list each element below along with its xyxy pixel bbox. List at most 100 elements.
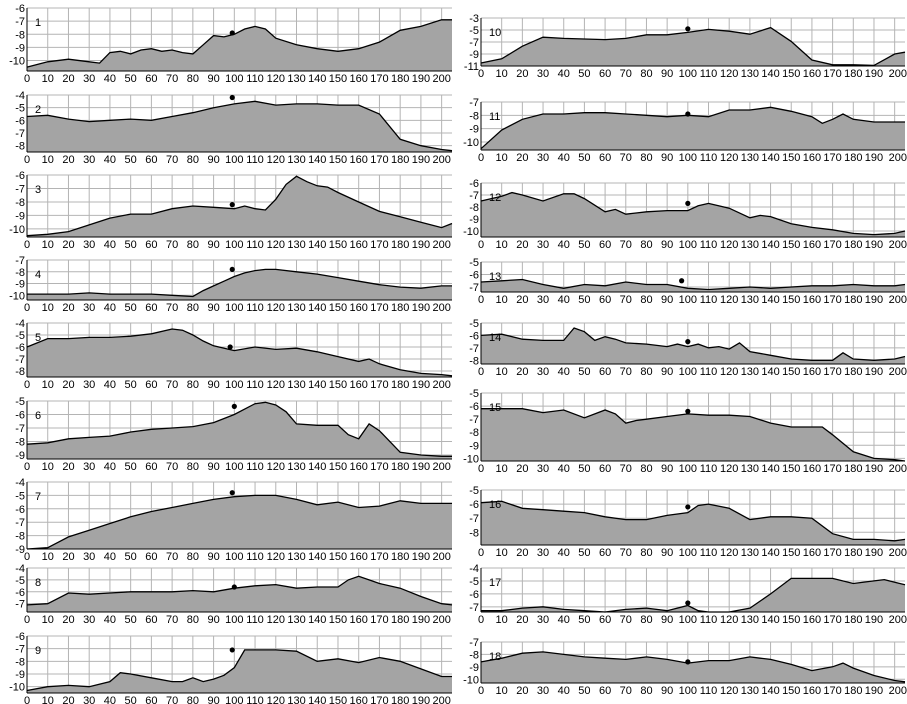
x-tick-label: 180 (844, 294, 862, 306)
marker-point (231, 584, 237, 590)
x-tick-label: 50 (578, 152, 590, 164)
x-tick-label: 150 (329, 154, 347, 166)
x-tick-label: 40 (104, 461, 116, 473)
x-tick-label: 100 (225, 239, 243, 251)
x-tick-label: 100 (679, 68, 697, 80)
x-tick-label: 100 (679, 547, 697, 559)
y-tick-label: -3 (469, 13, 479, 25)
profile-chart-6: 6-5-6-7-8-90 10 20 30 40 50 60 70 80 90 100 110 120 1… (15, 396, 452, 473)
profile-line (26, 100, 453, 152)
x-tick-label: 150 (782, 239, 800, 251)
marker-point (685, 200, 691, 206)
x-tick-label: 170 (823, 547, 841, 559)
y-tick-label: -7 (15, 255, 25, 267)
profile-area (481, 578, 905, 612)
x-tick-label: 190 (412, 302, 430, 314)
x-tick-label: 90 (661, 68, 673, 80)
panel-label: 8 (35, 577, 41, 589)
y-tick-label: -6 (469, 499, 479, 511)
panel-label: 15 (489, 402, 501, 414)
marker-point (229, 30, 235, 36)
x-tick-label: 20 (62, 239, 74, 251)
x-tick-label: 130 (741, 366, 759, 378)
x-tick-label: 90 (661, 239, 673, 251)
x-tick-label: 160 (350, 73, 368, 85)
y-tick-label: -7 (469, 190, 479, 202)
y-tick-label: -9 (469, 214, 479, 226)
x-tick-label: 100 (225, 695, 243, 704)
x-tick-label: 110 (246, 239, 264, 251)
x-tick-label: 50 (578, 685, 590, 697)
x-tick-label: 0 (478, 614, 484, 626)
y-tick-label: -6 (15, 409, 25, 421)
y-tick-label: -7 (469, 282, 479, 294)
x-tick-label: 90 (661, 547, 673, 559)
y-tick-label: -7 (469, 37, 479, 49)
x-tick-label: 70 (166, 461, 178, 473)
x-tick-label: 50 (578, 239, 590, 251)
x-tick-label: 200 (432, 239, 450, 251)
x-tick-label: 190 (865, 614, 883, 626)
y-tick-label: -9 (469, 49, 479, 61)
x-tick-label: 180 (844, 68, 862, 80)
x-tick-label: 140 (308, 614, 326, 626)
x-tick-label: 110 (246, 154, 264, 166)
x-tick-label: 60 (599, 239, 611, 251)
y-tick-label: -8 (469, 527, 479, 539)
x-tick-label: 90 (207, 154, 219, 166)
profile-area (481, 192, 905, 237)
x-tick-label: 30 (83, 302, 95, 314)
x-tick-label: 80 (187, 551, 199, 563)
y-tick-label: -6 (469, 178, 479, 190)
x-tick-label: 110 (700, 294, 718, 306)
x-tick-label: 190 (865, 68, 883, 80)
x-tick-label: 10 (42, 695, 54, 704)
x-tick-label: 130 (287, 73, 305, 85)
x-tick-label: 60 (145, 379, 157, 391)
marker-point (231, 403, 237, 409)
x-tick-label: 20 (516, 366, 528, 378)
panel-label: 3 (35, 184, 41, 196)
marker-point (229, 647, 235, 653)
x-tick-label: 190 (865, 294, 883, 306)
x-tick-label: 110 (700, 614, 718, 626)
x-tick-label: 40 (104, 695, 116, 704)
marker-point (685, 659, 691, 665)
y-tick-label: -4 (15, 563, 25, 575)
x-tick-label: 180 (844, 239, 862, 251)
x-tick-label: 150 (329, 695, 347, 704)
x-tick-label: 90 (661, 366, 673, 378)
profile-line (480, 327, 906, 361)
x-tick-label: 80 (187, 239, 199, 251)
x-tick-label: 40 (558, 152, 570, 164)
x-tick-label: 20 (516, 685, 528, 697)
x-tick-label: 150 (782, 685, 800, 697)
profile-area (27, 269, 452, 300)
y-tick-label: -10 (9, 56, 25, 68)
x-tick-label: 110 (700, 547, 718, 559)
y-tick-label: -11 (464, 61, 479, 73)
x-tick-label: 150 (782, 68, 800, 80)
y-tick-label: -6 (15, 342, 25, 354)
x-tick-label: 0 (24, 379, 30, 391)
y-tick-label: -9 (15, 544, 25, 556)
x-tick-label: 10 (42, 239, 54, 251)
profile-line (481, 577, 906, 613)
x-tick-label: 130 (741, 547, 759, 559)
x-tick-label: 90 (207, 695, 219, 704)
x-tick-label: 120 (267, 695, 285, 704)
x-tick-label: 200 (432, 154, 450, 166)
x-tick-label: 90 (661, 614, 673, 626)
x-tick-label: 30 (83, 154, 95, 166)
marker-point (685, 339, 691, 345)
x-tick-label: 160 (803, 366, 821, 378)
x-tick-label: 90 (207, 461, 219, 473)
x-tick-label: 180 (391, 614, 409, 626)
x-tick-label: 120 (720, 614, 738, 626)
x-tick-label: 150 (782, 614, 800, 626)
x-tick-label: 30 (537, 68, 549, 80)
x-tick-label: 140 (308, 695, 326, 704)
y-tick-label: -7 (15, 599, 25, 611)
x-tick-label: 130 (287, 695, 305, 704)
x-tick-label: 90 (207, 302, 219, 314)
